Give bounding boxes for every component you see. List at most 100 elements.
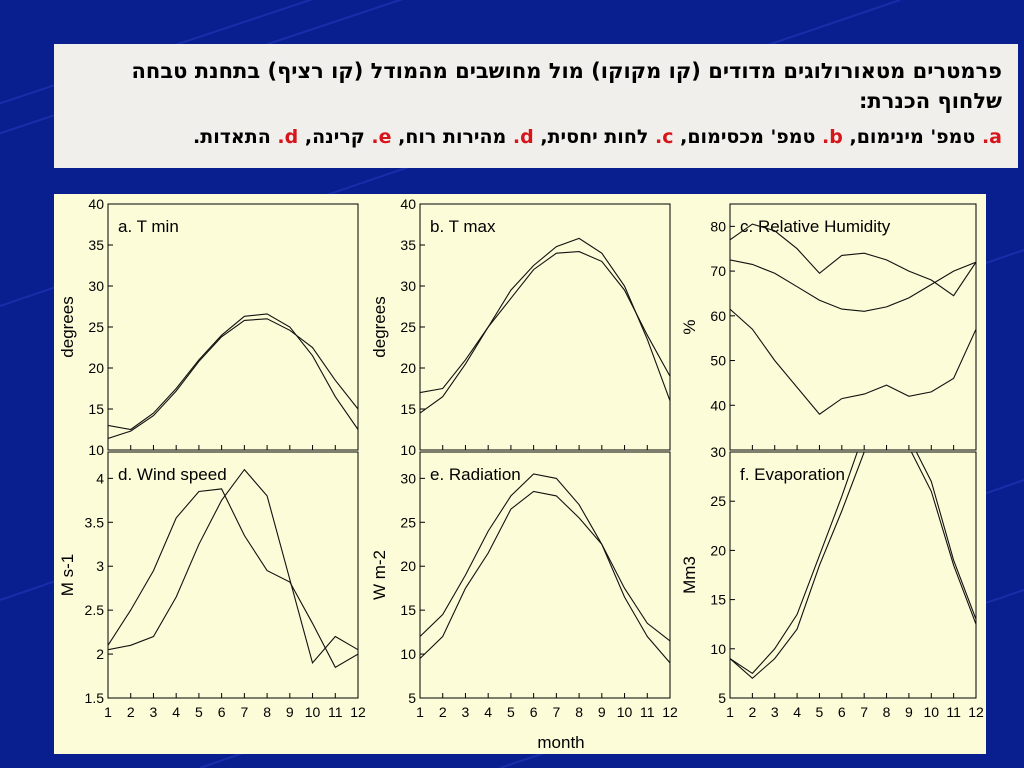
series-line-1: [420, 251, 670, 394]
x-tick-label: 8: [883, 704, 891, 720]
x-tick-label: 10: [617, 704, 633, 720]
x-tick-label: 2: [748, 704, 756, 720]
y-tick-label: 10: [88, 442, 104, 458]
y-tick-label: 35: [400, 237, 416, 253]
x-tick-label: 9: [905, 704, 913, 720]
y-tick-label: 50: [710, 353, 726, 369]
plot-frame: [729, 451, 977, 699]
series-line-3: [730, 308, 976, 415]
chart-title: e. Radiation: [430, 465, 521, 484]
y-tick-label: 60: [710, 308, 726, 324]
x-tick-label: 9: [598, 704, 606, 720]
series-line-1: [108, 313, 358, 431]
y-tick-label: 3.5: [85, 514, 105, 530]
chart-title: d. Wind speed: [118, 465, 227, 484]
x-tick-label: 11: [328, 704, 343, 720]
y-tick-label: 20: [88, 360, 104, 376]
x-axis-label: month: [537, 733, 584, 752]
x-tick-label: 3: [771, 704, 779, 720]
chart-b: 10 15 20 25 30 35 40 b. T max degrees: [370, 196, 671, 458]
x-tick-label: 5: [195, 704, 203, 720]
x-tick-label: 8: [575, 704, 583, 720]
y-tick-label: 2.5: [85, 602, 105, 618]
caption-item: d. מהירות רוח,: [391, 126, 534, 148]
series-line-2: [108, 468, 358, 665]
x-tick-label: 7: [552, 704, 560, 720]
caption-item: e. קרינה,: [298, 126, 392, 148]
y-tick-label: 40: [88, 196, 104, 212]
x-tick-label: 8: [263, 704, 271, 720]
caption-title: פרמטרים מטאורולוגים מדודים (קו מקוקו) מו…: [131, 59, 1003, 113]
x-tick-label: 3: [462, 704, 470, 720]
x-tick-label: 1: [416, 704, 424, 720]
x-tick-label: 4: [172, 704, 180, 720]
y-tick-label: 20: [710, 542, 726, 558]
y-tick-label: 25: [710, 493, 726, 509]
chart-title: f. Evaporation: [740, 465, 845, 484]
chart-a: 10 15 20 25 30 35 40 a. T min degrees: [58, 196, 359, 458]
chart-d: 1.522.533.541 2 3 4 5 6 7 8 9 10 11 12d. Wind speed…: [58, 451, 366, 720]
caption-legend: a. טמפ' מינימום, b. טמפ' מכסימום, c. לחו…: [70, 124, 1002, 150]
x-tick-label: 4: [793, 704, 801, 720]
y-tick-label: 15: [710, 592, 726, 608]
y-tick-label: 10: [400, 646, 416, 662]
y-tick-label: 15: [400, 602, 416, 618]
y-tick-label: 20: [400, 558, 416, 574]
x-tick-label: 12: [968, 704, 984, 720]
x-tick-label: 3: [150, 704, 158, 720]
y-tick-label: 4: [96, 470, 104, 486]
caption-item: d. התאדות.: [193, 126, 299, 148]
y-axis-label: degrees: [58, 296, 77, 357]
y-tick-label: 20: [400, 360, 416, 376]
y-tick-label: 30: [710, 444, 726, 460]
x-tick-label: 2: [439, 704, 447, 720]
y-tick-label: 10: [710, 641, 726, 657]
series-line-2: [730, 452, 976, 680]
x-tick-label: 12: [350, 704, 366, 720]
chart-title: b. T max: [430, 217, 496, 236]
y-axis-label: M s-1: [58, 554, 77, 597]
series-line-2: [420, 490, 670, 664]
caption-box: פרמטרים מטאורולוגים מדודים (קו מקוקו) מו…: [54, 44, 1018, 168]
y-tick-label: 1.5: [85, 690, 105, 706]
x-tick-label: 6: [218, 704, 226, 720]
x-tick-label: 5: [816, 704, 824, 720]
series-line-2: [420, 237, 670, 414]
y-axis-label: Mm3: [680, 556, 699, 594]
caption-item: b. טמפ' מכסימום,: [673, 126, 843, 148]
plot-frame: [107, 203, 359, 451]
x-tick-label: 9: [286, 704, 294, 720]
y-tick-label: 35: [88, 237, 104, 253]
y-tick-label: 15: [400, 401, 416, 417]
series-line-1: [420, 473, 670, 642]
plot-frame: [107, 451, 359, 699]
y-tick-label: 70: [710, 263, 726, 279]
chart-title: a. T min: [118, 217, 179, 236]
series-line-1: [730, 452, 976, 675]
x-tick-label: 1: [726, 704, 734, 720]
y-tick-label: 5: [718, 690, 726, 706]
x-tick-label: 6: [838, 704, 846, 720]
y-tick-label: 30: [400, 278, 416, 294]
x-tick-label: 11: [946, 704, 961, 720]
y-tick-label: 40: [710, 397, 726, 413]
y-tick-label: 2: [96, 646, 104, 662]
x-tick-label: 5: [507, 704, 515, 720]
y-tick-label: 15: [88, 401, 104, 417]
x-tick-label: 10: [923, 704, 939, 720]
series-line-1: [108, 488, 358, 669]
x-tick-label: 12: [662, 704, 678, 720]
x-tick-label: 7: [240, 704, 248, 720]
y-axis-label: W m-2: [370, 550, 389, 600]
x-tick-label: 10: [305, 704, 321, 720]
series-line-2: [730, 259, 976, 312]
y-tick-label: 25: [400, 319, 416, 335]
plot-frame: [729, 203, 977, 451]
y-tick-label: 40: [400, 196, 416, 212]
y-axis-label: degrees: [370, 296, 389, 357]
caption-item: c. לחות יחסית,: [533, 126, 674, 148]
chart-c: 40 50 60 70 80 c. Relative Humidity%: [680, 203, 977, 451]
chart-title: c. Relative Humidity: [740, 217, 891, 236]
